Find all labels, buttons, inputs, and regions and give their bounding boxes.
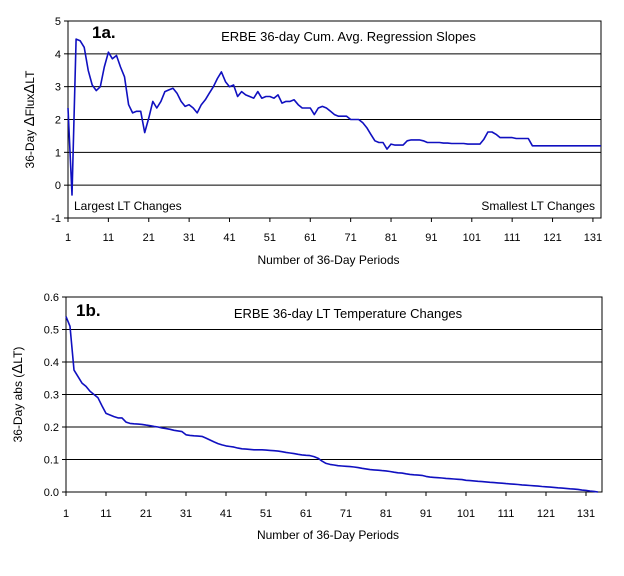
x-tick-label: 31 xyxy=(183,232,195,244)
x-tick-label: 71 xyxy=(345,232,357,244)
y-axis-label-part: LT xyxy=(23,70,37,84)
y-tick-label: 0.2 xyxy=(44,422,59,434)
series-line xyxy=(67,38,601,196)
x-tick-label: 21 xyxy=(143,232,155,244)
x-tick-label: 131 xyxy=(584,232,602,244)
annotation-smallest: Smallest LT Changes xyxy=(481,199,595,213)
y-axis-label: 36-Day ΔFluxΔLT xyxy=(21,70,38,169)
y-axis-label: 36-Day abs (ΔLT) xyxy=(9,347,26,443)
x-tick-label: 31 xyxy=(180,508,192,520)
chart-title: ERBE 36-day Cum. Avg. Regression Slopes xyxy=(221,29,476,44)
panel-label: 1b. xyxy=(76,301,101,320)
x-tick-label: 131 xyxy=(577,508,595,520)
x-tick-label: 1 xyxy=(63,508,69,520)
y-tick-label: 3 xyxy=(55,82,61,94)
y-tick-label: 0.3 xyxy=(44,390,59,402)
x-tick-label: 71 xyxy=(340,508,352,520)
annotation-largest: Largest LT Changes xyxy=(74,199,182,213)
x-tick-label: 11 xyxy=(103,232,114,244)
x-tick-label: 101 xyxy=(463,232,481,244)
series-line xyxy=(65,316,599,493)
x-tick-label: 81 xyxy=(385,232,397,244)
x-tick-label: 61 xyxy=(304,232,316,244)
x-tick-label: 51 xyxy=(260,508,272,520)
y-tick-label: 0 xyxy=(55,180,61,192)
x-tick-label: 121 xyxy=(537,508,555,520)
y-axis-label-part: Δ xyxy=(9,364,26,374)
x-tick-label: 21 xyxy=(140,508,152,520)
y-axis-label-part: Δ xyxy=(21,116,38,126)
y-tick-label: 0.1 xyxy=(44,455,59,467)
y-axis-label-part: LT) xyxy=(11,347,25,364)
x-axis-label: Number of 36-Day Periods xyxy=(257,253,399,267)
y-tick-label: 0.0 xyxy=(44,487,59,499)
x-tick-label: 91 xyxy=(425,232,437,244)
y-axis-label-part: Flux xyxy=(23,94,37,117)
panel-label: 1a. xyxy=(92,23,116,42)
chart-title: ERBE 36-day LT Temperature Changes xyxy=(234,306,463,321)
y-tick-label: 4 xyxy=(55,49,61,61)
x-tick-label: 111 xyxy=(498,508,515,520)
x-tick-label: 121 xyxy=(543,232,561,244)
x-tick-label: 41 xyxy=(220,508,232,520)
x-tick-label: 81 xyxy=(380,508,392,520)
y-tick-label: 1 xyxy=(55,147,61,159)
x-tick-label: 11 xyxy=(100,508,111,520)
y-tick-label: 2 xyxy=(55,115,61,127)
y-axis-label-part: 36-Day xyxy=(23,126,37,168)
plot-frame xyxy=(65,296,603,493)
x-tick-label: 91 xyxy=(420,508,432,520)
y-axis-label-part: 36-Day abs ( xyxy=(11,374,25,443)
y-axis-label-part: Δ xyxy=(21,84,38,94)
x-tick-label: 101 xyxy=(457,508,475,520)
x-tick-label: 1 xyxy=(65,232,71,244)
x-tick-label: 51 xyxy=(264,232,276,244)
y-tick-label: -1 xyxy=(51,213,61,225)
chart-2: 0.00.10.20.30.40.50.61 11 21 31 41 51 61 71 81 91… xyxy=(9,292,603,542)
y-tick-label: 0.5 xyxy=(44,325,59,337)
y-tick-label: 0.6 xyxy=(44,292,59,304)
x-tick-label: 41 xyxy=(223,232,235,244)
x-tick-label: 61 xyxy=(300,508,312,520)
y-tick-label: 5 xyxy=(55,16,61,28)
x-tick-label: 111 xyxy=(504,232,521,244)
x-axis-label: Number of 36-Day Periods xyxy=(257,528,399,542)
y-tick-label: 0.4 xyxy=(44,357,59,369)
